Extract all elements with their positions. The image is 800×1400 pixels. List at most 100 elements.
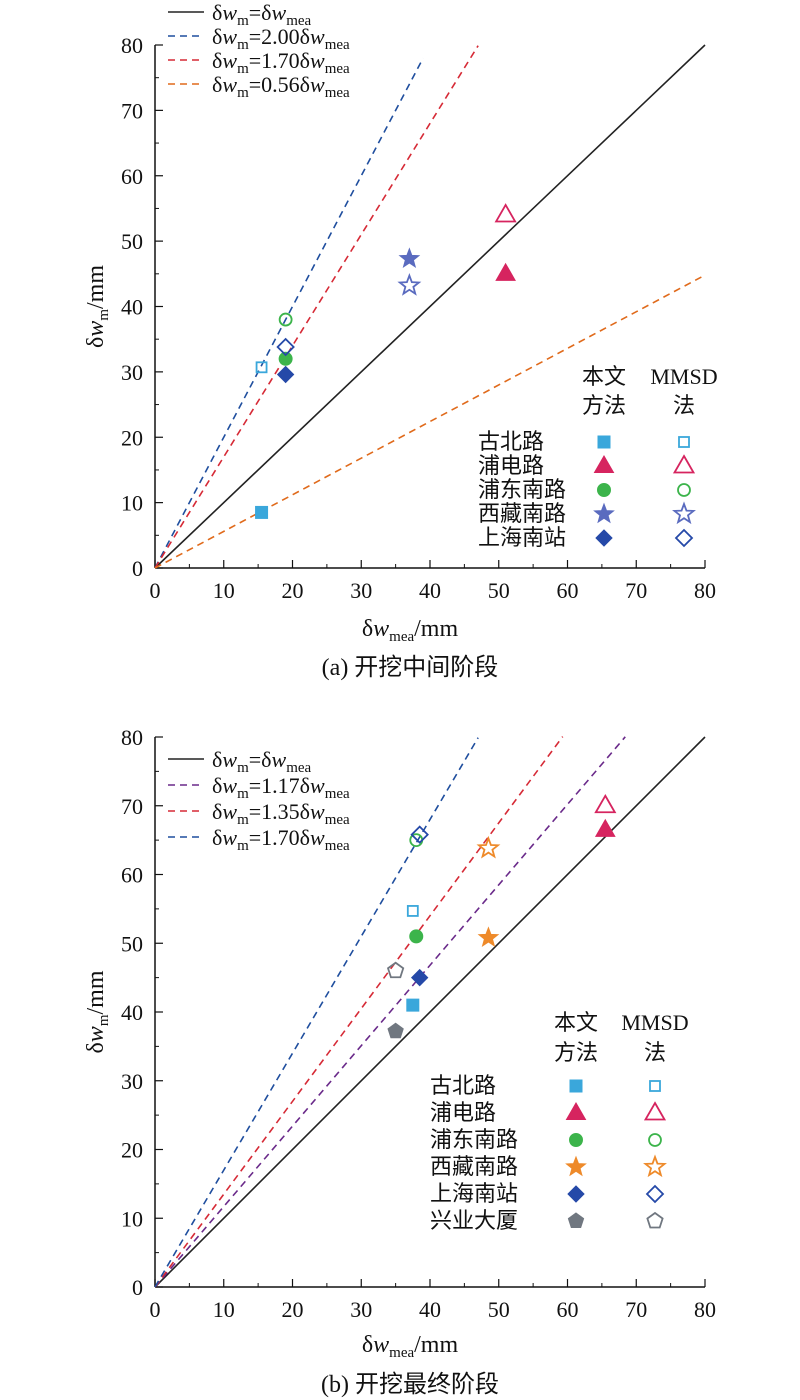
legend-line-label: δwm​=1.70δwmea​ <box>212 825 350 854</box>
chart-panel-a: 0 10 20 30 40 50 60 70 80 0 10 20 30 40 50 60 70 80 δwmea​… <box>83 0 718 681</box>
legend-marker-mmsd <box>672 454 696 474</box>
data-point-this-method <box>398 247 421 269</box>
reference-line <box>154 44 706 569</box>
data-point-mmsd <box>406 905 419 917</box>
legend-marker-mmsd <box>643 1154 667 1178</box>
legend-marker-this-method <box>565 1101 587 1120</box>
data-point-this-method <box>409 929 424 944</box>
y-tick-label: 50 <box>121 229 143 254</box>
legend-marker-this-method <box>597 435 611 449</box>
x-tick-label: 70 <box>625 1297 647 1322</box>
legend-line-label: δwm​=δwmea​ <box>212 747 312 776</box>
legend-marker-mmsd <box>643 1101 667 1121</box>
y-tick-label: 60 <box>121 164 143 189</box>
legend-series-label: 兴业大厦 <box>430 1208 518 1233</box>
data-point-this-method <box>387 1022 404 1039</box>
x-tick-label: 30 <box>350 1297 372 1322</box>
data-point-mmsd <box>494 203 517 223</box>
chart-panel-b: 0 10 20 30 40 50 60 70 80 0 10 20 30 40 50 60 70 80 δwmea​… <box>83 725 716 1398</box>
legend-line-label: δwm​=2.00δwmea​ <box>212 24 350 53</box>
data-point-mmsd <box>276 337 295 357</box>
legend-marker-mmsd <box>677 483 691 497</box>
legend-marker-this-method <box>593 502 615 524</box>
legend-marker-mmsd <box>678 436 690 448</box>
y-tick-label: 20 <box>121 425 143 450</box>
legend-marker-this-method <box>567 1185 585 1203</box>
x-tick-label: 50 <box>488 1297 510 1322</box>
y-tick-label: 70 <box>121 98 143 123</box>
y-tick-label: 40 <box>121 295 143 320</box>
legend-marker-mmsd <box>672 501 696 525</box>
data-point-this-method <box>255 505 269 519</box>
legend-line-label: δwm​=δwmea​ <box>212 0 312 29</box>
y-tick-label: 50 <box>121 931 143 956</box>
reference-line <box>154 736 564 1288</box>
data-point-mmsd <box>594 793 617 814</box>
legend-series-label: 浦电路 <box>430 1100 496 1125</box>
figure-caption: (a) 开挖中间阶段 <box>322 654 499 681</box>
y-tick-label: 0 <box>132 1275 143 1300</box>
legend-marker-this-method <box>565 1155 587 1177</box>
x-tick-label: 50 <box>488 578 510 603</box>
y-tick-label: 20 <box>121 1138 143 1163</box>
data-point-this-method <box>276 365 295 384</box>
reference-line <box>154 736 706 1288</box>
legend-marker-mmsd <box>645 1184 665 1204</box>
x-tick-label: 10 <box>213 1297 235 1322</box>
x-tick-label: 20 <box>282 1297 304 1322</box>
y-tick-label: 30 <box>121 360 143 385</box>
data-point-mmsd <box>410 825 429 844</box>
legend-series-label: 上海南站 <box>478 525 566 550</box>
y-tick-label: 80 <box>121 725 143 750</box>
y-axis-title: δwm​/mm <box>83 970 112 1053</box>
data-point-mmsd <box>476 835 501 859</box>
legend-line-label: δwm​=0.56δwmea​ <box>212 72 350 101</box>
legend-series-label: 西藏南路 <box>478 501 566 526</box>
data-point-this-method <box>495 262 516 281</box>
x-tick-label: 30 <box>350 578 372 603</box>
legend-line-label: δwm​=1.17δwmea​ <box>212 773 350 802</box>
data-point-this-method <box>410 968 429 987</box>
legend-header: MMSD <box>621 1010 688 1035</box>
legend-marker-mmsd <box>674 528 694 548</box>
reference-line <box>154 737 479 1288</box>
legend-series-label: 浦东南路 <box>478 477 566 502</box>
x-axis-title: δwmea​/mm <box>362 616 459 645</box>
reference-line <box>154 45 479 569</box>
data-point-this-method <box>594 818 616 837</box>
x-tick-label: 10 <box>213 578 235 603</box>
x-tick-label: 40 <box>419 1297 441 1322</box>
data-point-mmsd <box>255 361 268 374</box>
y-tick-label: 10 <box>121 1206 143 1231</box>
legend-marker-mmsd <box>649 1080 661 1092</box>
data-point-this-method <box>477 926 500 947</box>
y-tick-label: 70 <box>121 794 143 819</box>
x-tick-label: 20 <box>282 578 304 603</box>
legend-series-label: 浦电路 <box>478 453 544 478</box>
legend-marker-mmsd <box>646 1211 664 1229</box>
legend-series-label: 西藏南路 <box>430 1154 518 1179</box>
x-tick-label: 70 <box>625 578 647 603</box>
data-point-this-method <box>278 351 293 366</box>
data-point-this-method <box>406 998 420 1012</box>
legend-marker-this-method <box>569 1133 583 1147</box>
legend-header: 法 <box>644 1040 666 1065</box>
data-point-mmsd <box>386 961 405 979</box>
y-tick-label: 60 <box>121 863 143 888</box>
legend-header: 方法 <box>582 393 626 418</box>
legend-header: 本文 <box>582 364 626 389</box>
legend-marker-this-method <box>597 483 611 497</box>
x-tick-label: 0 <box>150 578 161 603</box>
reference-line <box>154 274 706 569</box>
x-tick-label: 0 <box>150 1297 161 1322</box>
x-tick-label: 40 <box>419 578 441 603</box>
legend-marker-this-method <box>569 1079 583 1093</box>
y-tick-label: 80 <box>121 33 143 58</box>
y-tick-label: 40 <box>121 1000 143 1025</box>
legend-series-label: 古北路 <box>478 429 544 454</box>
legend-marker-mmsd <box>648 1133 662 1147</box>
reference-line <box>154 57 424 569</box>
y-tick-label: 0 <box>132 556 143 581</box>
y-tick-label: 10 <box>121 491 143 516</box>
